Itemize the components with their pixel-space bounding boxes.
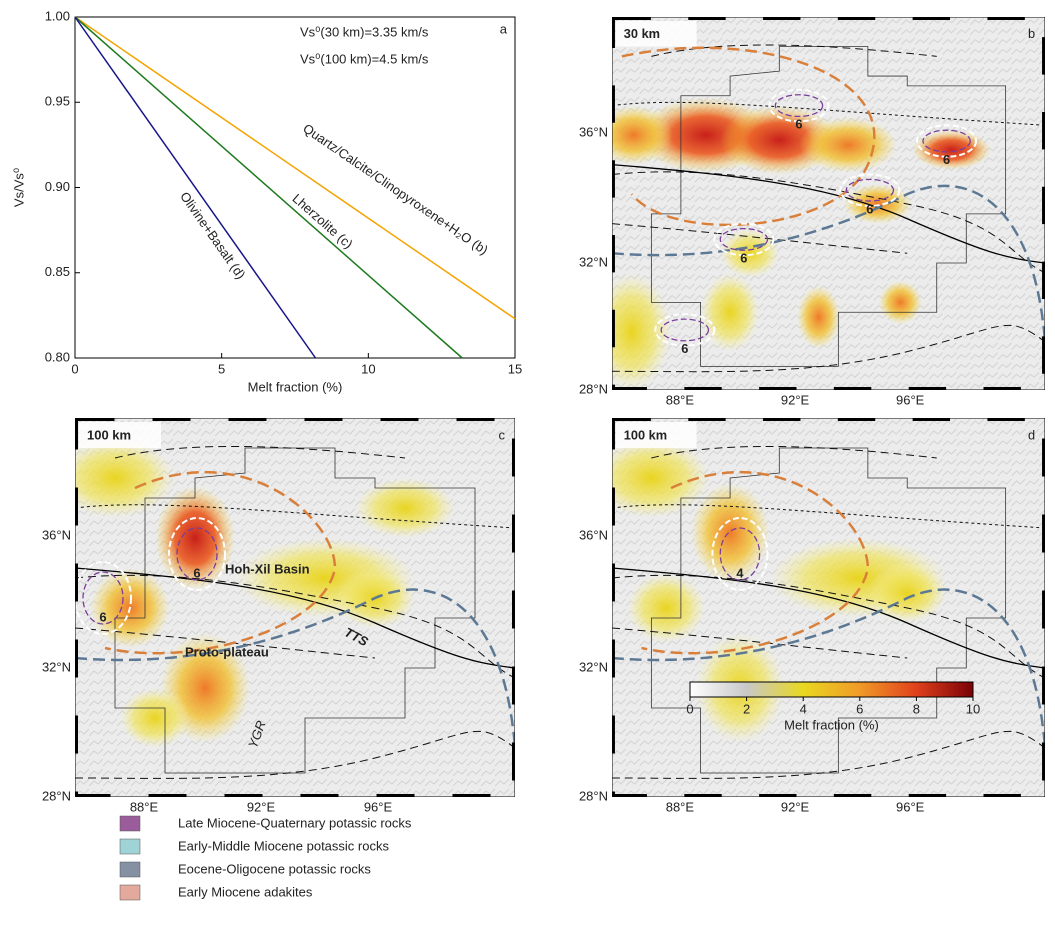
map-panel: 66Hoh-Xil BasinTTSProto-plateauYGR100 km… <box>55 418 515 797</box>
melt-anomaly <box>879 281 922 324</box>
map-annotation: Proto-plateau <box>185 644 269 659</box>
y-axis-label: Vs/Vs⁰ <box>11 168 26 207</box>
depth-label: 100 km <box>624 427 667 442</box>
panel-label: d <box>1028 427 1035 442</box>
lat-label: 36°N <box>42 527 71 542</box>
melt-anomaly <box>592 273 671 391</box>
panel-label: a <box>500 21 508 36</box>
lon-label: 88°E <box>666 799 695 814</box>
panel-label: b <box>1028 26 1035 41</box>
contour-label: 6 <box>795 117 802 132</box>
x-tick-label: 5 <box>218 361 225 376</box>
legend-swatch <box>120 816 140 831</box>
melt-anomaly <box>912 130 991 169</box>
melt-anomaly <box>797 286 840 349</box>
lat-label: 28°N <box>579 381 608 396</box>
x-axis-label: Melt fraction (%) <box>248 379 343 394</box>
panel-label: c <box>499 427 506 442</box>
lat-label: 32°N <box>579 659 608 674</box>
lat-label: 32°N <box>579 254 608 269</box>
legend-swatch <box>120 885 140 900</box>
plot-frame <box>75 17 515 358</box>
x-tick-label: 10 <box>361 361 375 376</box>
legend-swatch <box>120 862 140 877</box>
melt-anomaly <box>843 184 912 223</box>
map-panel: 4 100 km d <box>592 418 1045 797</box>
colorbar-tick-label: 0 <box>686 701 693 716</box>
melt-anomaly <box>120 688 190 748</box>
lon-label: 96°E <box>364 799 393 814</box>
annotation: Vs⁰(30 km)=3.35 km/s <box>300 24 429 39</box>
y-tick-label: 0.90 <box>45 179 70 194</box>
lat-label: 36°N <box>579 125 608 140</box>
contour-label: 6 <box>99 609 106 624</box>
lon-label: 88°E <box>130 799 159 814</box>
legend-label: Early-Middle Miocene potassic rocks <box>178 838 389 853</box>
contour-label: 6 <box>740 250 747 265</box>
lon-label: 92°E <box>781 392 810 407</box>
legend-swatch <box>120 839 140 854</box>
y-tick-label: 0.95 <box>45 94 70 109</box>
x-tick-label: 15 <box>508 361 522 376</box>
lat-label: 28°N <box>579 788 608 803</box>
colorbar-tick-label: 6 <box>856 701 863 716</box>
lat-label: 28°N <box>42 788 71 803</box>
legend-label: Eocene-Oligocene potassic rocks <box>178 861 371 876</box>
melt-anomaly <box>799 117 897 172</box>
colorbar-tick-label: 4 <box>800 701 807 716</box>
y-tick-label: 0.85 <box>45 264 70 279</box>
lat-label: 32°N <box>42 659 71 674</box>
map-annotation: Hoh-Xil Basin <box>225 561 310 576</box>
legend-label: Early Miocene adakites <box>178 884 313 899</box>
contour-label: 4 <box>736 565 744 580</box>
colorbar-tick-label: 2 <box>743 701 750 716</box>
lon-label: 92°E <box>247 799 276 814</box>
melt-anomaly <box>720 229 779 278</box>
colorbar-tick-label: 8 <box>913 701 920 716</box>
page: {"chart_data": {"type": "line", "panel_l… <box>0 0 1055 925</box>
colorbar-label: Melt fraction (%) <box>784 717 879 732</box>
annotation: Vs⁰(100 km)=4.5 km/s <box>300 51 429 66</box>
panel-a: 0 5 10 15 0.80 0.85 0.90 0.95 1.00 Melt fraction … <box>11 8 522 394</box>
contour-label: 6 <box>193 565 200 580</box>
lat-label: 36°N <box>579 527 608 542</box>
colorbar <box>690 682 973 697</box>
depth-label: 100 km <box>87 427 131 442</box>
x-tick-label: 0 <box>71 361 78 376</box>
contour-label: 6 <box>681 341 688 356</box>
lon-label: 88°E <box>666 392 695 407</box>
map-panel: 6 6 6 6 6 30 km b <box>592 17 1045 391</box>
figure: 0 5 10 15 0.80 0.85 0.90 0.95 1.00 Melt fraction … <box>0 0 1055 920</box>
contour-label: 6 <box>943 152 950 167</box>
legend-label: Late Miocene-Quaternary potassic rocks <box>178 815 412 830</box>
y-tick-label: 1.00 <box>45 8 70 23</box>
lon-label: 92°E <box>781 799 810 814</box>
colorbar-tick-label: 10 <box>966 701 980 716</box>
y-tick-label: 0.80 <box>45 349 70 364</box>
lon-label: 96°E <box>896 392 925 407</box>
melt-anomaly <box>355 478 455 538</box>
lon-label: 96°E <box>896 799 925 814</box>
depth-label: 30 km <box>624 26 660 41</box>
contour-label: 6 <box>866 201 873 216</box>
